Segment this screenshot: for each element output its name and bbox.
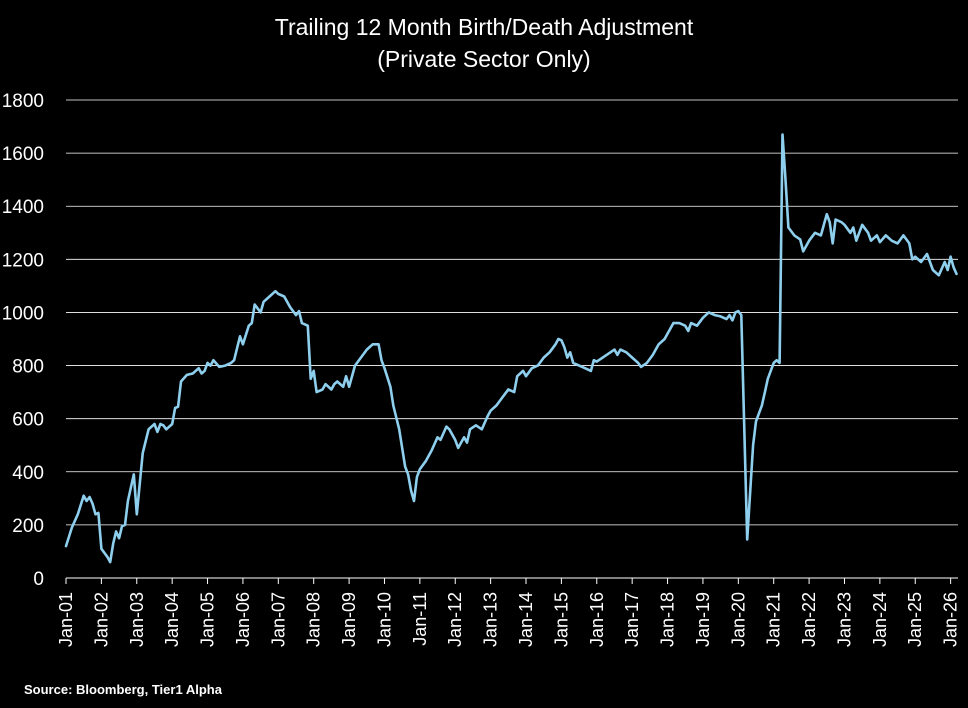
x-tick-label: Jan-04 (162, 592, 182, 647)
y-tick-label: 600 (12, 410, 44, 431)
y-tick-label: 400 (12, 463, 44, 484)
gridlines (66, 99, 958, 579)
x-tick-label: Jan-17 (622, 592, 642, 647)
x-tick-label: Jan-23 (834, 592, 854, 647)
y-tick-label: 1200 (2, 250, 44, 271)
y-tick-label: 200 (12, 516, 44, 537)
x-tick-label: Jan-07 (268, 592, 288, 647)
x-tick-label: Jan-22 (799, 592, 819, 647)
x-tick-label: Jan-21 (764, 592, 784, 647)
y-axis: 0 200 400 600 800 1000 1200 1400 1600 1800 (2, 91, 44, 590)
x-tick-label: Jan-18 (658, 592, 678, 647)
series-group (64, 133, 958, 564)
y-tick-label: 0 (33, 569, 44, 590)
x-tick-label: Jan-25 (905, 592, 925, 647)
x-tick-label: Jan-19 (693, 592, 713, 647)
y-tick-label: 1800 (2, 91, 44, 112)
x-axis: Jan-01 Jan-02 Jan-03 Jan-04 Jan-05 Jan-06 Jan-… (56, 578, 961, 647)
x-tick-label: Jan-01 (56, 592, 76, 647)
x-tick-label: Jan-03 (127, 592, 147, 647)
x-tick-label: Jan-13 (481, 592, 501, 647)
x-tick-label: Jan-24 (870, 592, 890, 647)
x-tick-label: Jan-09 (339, 592, 359, 647)
x-tick-label: Jan-12 (445, 592, 465, 647)
y-tick-label: 800 (12, 357, 44, 378)
x-tick-label: Jan-06 (233, 592, 253, 647)
x-tick-label: Jan-15 (551, 592, 571, 647)
y-tick-label: 1400 (2, 197, 44, 218)
x-tick-label: Jan-20 (728, 592, 748, 647)
x-tick-label: Jan-26 (941, 592, 961, 647)
x-tick-label: Jan-10 (374, 592, 394, 647)
x-tick-label: Jan-14 (516, 592, 536, 647)
source-note: Source: Bloomberg, Tier1 Alpha (24, 682, 222, 697)
x-tick-label: Jan-11 (410, 592, 430, 646)
y-tick-label: 1000 (2, 303, 44, 324)
x-tick-label: Jan-08 (304, 592, 324, 647)
chart-title: Trailing 12 Month Birth/Death Adjustment (274, 14, 694, 40)
series-line (64, 133, 958, 564)
chart-subtitle: (Private Sector Only) (377, 46, 591, 72)
x-tick-label: Jan-02 (91, 592, 111, 647)
x-tick-label: Jan-05 (198, 592, 218, 647)
x-tick-label: Jan-16 (587, 592, 607, 647)
y-tick-label: 1600 (2, 144, 44, 165)
